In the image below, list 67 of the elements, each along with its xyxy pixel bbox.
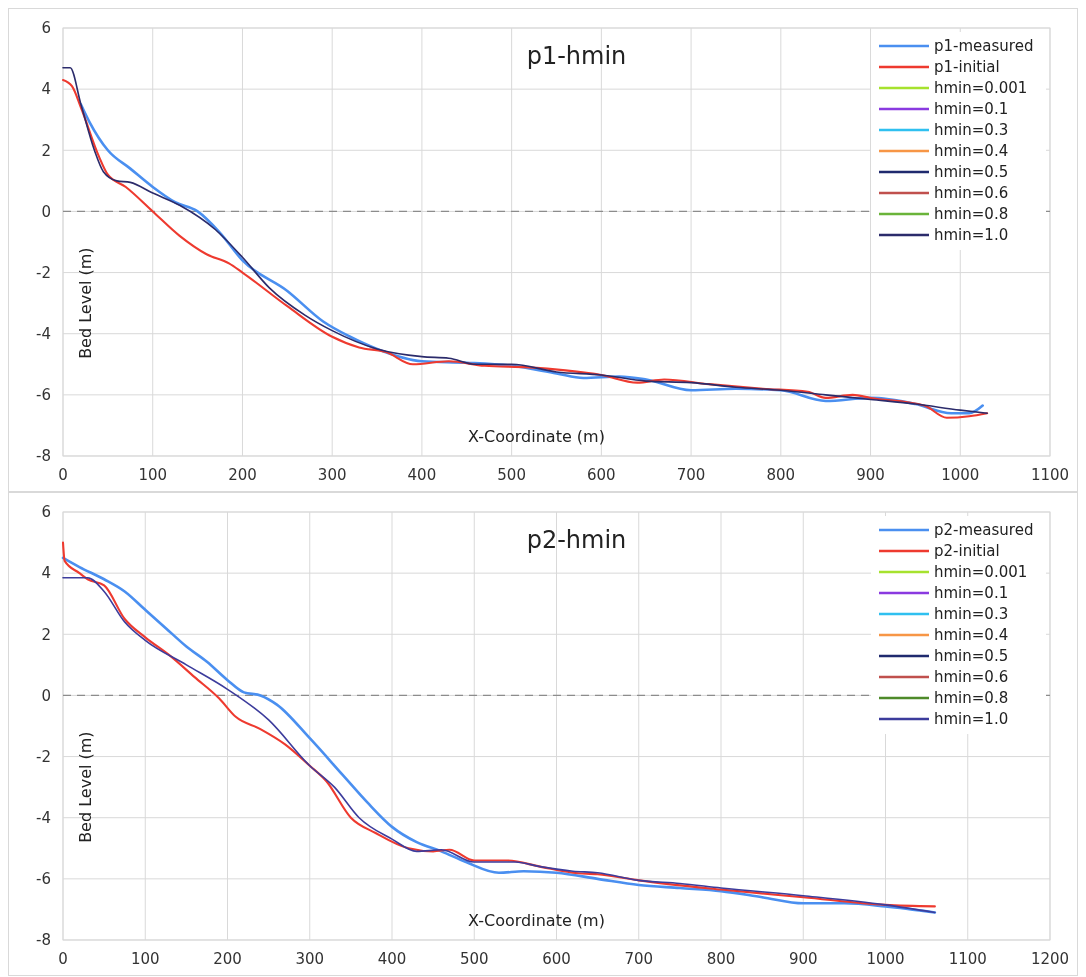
legend-label: hmin=0.001 bbox=[934, 79, 1028, 98]
y-tick-label: -6 bbox=[36, 870, 51, 889]
y-axis-title: Bed Level (m) bbox=[76, 247, 95, 359]
x-axis-title: X-Coordinate (m) bbox=[468, 427, 605, 446]
legend-label: hmin=0.3 bbox=[934, 605, 1009, 624]
legend-label: hmin=0.001 bbox=[934, 563, 1028, 582]
legend-label: hmin=0.6 bbox=[934, 184, 1009, 203]
legend-label: hmin=1.0 bbox=[934, 226, 1009, 245]
x-tick-label: 900 bbox=[856, 466, 885, 484]
y-tick-label: 6 bbox=[41, 19, 51, 38]
y-tick-label: 0 bbox=[41, 202, 51, 221]
legend-label: p2-initial bbox=[934, 542, 1000, 561]
legend-label: hmin=0.4 bbox=[934, 142, 1009, 161]
legend-label: hmin=0.3 bbox=[934, 121, 1009, 140]
legend-label: hmin=0.5 bbox=[934, 647, 1009, 666]
legend-label: hmin=0.1 bbox=[934, 100, 1009, 119]
y-tick-label: -2 bbox=[36, 747, 51, 766]
x-tick-label: 100 bbox=[138, 466, 168, 484]
legend-label: hmin=0.5 bbox=[934, 163, 1009, 182]
x-tick-label: 400 bbox=[407, 466, 437, 484]
y-axis-title: Bed Level (m) bbox=[76, 731, 95, 843]
y-tick-label: 2 bbox=[41, 625, 51, 644]
y-tick-label: 2 bbox=[41, 141, 51, 160]
y-tick-label: -8 bbox=[36, 447, 51, 466]
legend-label: hmin=0.1 bbox=[934, 584, 1009, 603]
y-tick-label: 4 bbox=[41, 80, 51, 99]
x-tick-label: 800 bbox=[706, 950, 736, 968]
x-tick-label: 200 bbox=[213, 950, 242, 968]
x-tick-label: 600 bbox=[542, 950, 571, 968]
legend-label: hmin=0.8 bbox=[934, 205, 1009, 224]
y-tick-label: -8 bbox=[36, 931, 51, 950]
legend-label: p2-measured bbox=[934, 521, 1034, 540]
x-tick-label: 900 bbox=[788, 950, 818, 968]
x-tick-label: 1000 bbox=[866, 950, 905, 968]
x-tick-label: 1200 bbox=[1030, 950, 1070, 968]
x-tick-label: 600 bbox=[587, 466, 616, 484]
x-tick-label: 300 bbox=[295, 950, 325, 968]
x-tick-label: 300 bbox=[317, 466, 347, 484]
legend-label: p1-measured bbox=[934, 37, 1034, 56]
y-tick-label: 6 bbox=[41, 503, 51, 522]
x-tick-label: 700 bbox=[676, 466, 706, 484]
x-tick-label: 500 bbox=[497, 466, 526, 484]
x-tick-label: 400 bbox=[377, 950, 407, 968]
x-tick-label: 0 bbox=[58, 466, 68, 484]
x-tick-label: 0 bbox=[58, 950, 68, 968]
legend-label: hmin=0.8 bbox=[934, 689, 1009, 708]
y-tick-label: -2 bbox=[36, 263, 51, 282]
legend-label: p1-initial bbox=[934, 58, 1000, 77]
x-tick-label: 1100 bbox=[948, 950, 987, 968]
y-tick-label: 0 bbox=[41, 686, 51, 705]
x-tick-label: 100 bbox=[130, 950, 160, 968]
y-tick-label: -4 bbox=[36, 324, 51, 343]
x-tick-label: 200 bbox=[228, 466, 257, 484]
text: p1-hmin bbox=[526, 42, 627, 70]
text: p2-hmin bbox=[526, 526, 627, 554]
x-axis-title: X-Coordinate (m) bbox=[468, 911, 605, 930]
x-tick-label: 1000 bbox=[941, 466, 980, 484]
legend-label: hmin=0.4 bbox=[934, 626, 1009, 645]
y-tick-label: -4 bbox=[36, 808, 51, 827]
x-tick-label: 800 bbox=[766, 466, 796, 484]
x-tick-label: 1100 bbox=[1030, 466, 1070, 484]
y-tick-label: 4 bbox=[41, 564, 51, 583]
x-tick-label: 700 bbox=[624, 950, 654, 968]
y-tick-label: -6 bbox=[36, 386, 51, 405]
legend-label: hmin=1.0 bbox=[934, 710, 1009, 729]
x-tick-label: 500 bbox=[459, 950, 489, 968]
legend-label: hmin=0.6 bbox=[934, 668, 1009, 687]
